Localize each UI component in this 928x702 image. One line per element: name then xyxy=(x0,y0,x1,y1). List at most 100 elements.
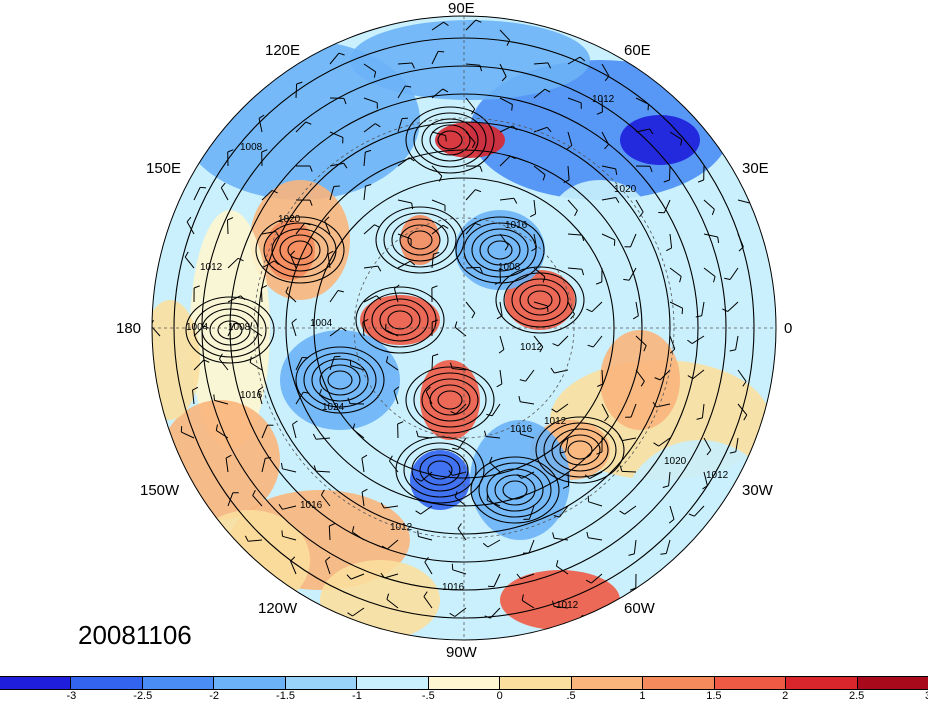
wind-barb xyxy=(567,165,570,181)
wind-barb xyxy=(465,266,481,269)
wind-barb-feather xyxy=(291,318,297,323)
wind-barb-feather xyxy=(337,290,344,293)
pressure-contour xyxy=(421,378,479,422)
lon-label-120W: 120W xyxy=(258,600,298,617)
pressure-contour xyxy=(303,352,377,408)
contour-value-label: 1004 xyxy=(310,318,333,329)
colorbar-box xyxy=(0,677,72,689)
wind-barb-feather xyxy=(595,281,602,285)
wind-barb-feather xyxy=(562,485,569,489)
colorbar-box xyxy=(142,677,215,689)
wind-barb-feather xyxy=(652,401,657,408)
wind-barb xyxy=(184,256,195,269)
lon-label-180: 180 xyxy=(116,320,142,337)
pressure-contour xyxy=(279,234,321,266)
wind-barb-feather xyxy=(687,339,693,345)
wind-barb-feather xyxy=(381,545,388,550)
lon-label-150E: 150E xyxy=(146,160,182,177)
wind-barb xyxy=(567,301,575,315)
wind-barb xyxy=(465,97,476,110)
wind-barb-feather xyxy=(424,556,429,563)
wind-barb xyxy=(557,335,569,347)
wind-barb xyxy=(282,505,297,510)
wind-barb-feather xyxy=(619,510,625,515)
wind-barb-feather xyxy=(385,323,387,330)
wind-barb xyxy=(520,573,535,580)
wind-barb xyxy=(219,358,229,371)
colorbar xyxy=(0,676,928,690)
wind-barb xyxy=(499,155,511,167)
wind-barb-feather xyxy=(376,295,382,301)
wind-barb xyxy=(227,219,229,235)
colorbar-tick-label: .5 xyxy=(566,690,576,702)
wind-barb xyxy=(621,470,637,473)
wind-barb-feather xyxy=(325,556,331,562)
pressure-contour xyxy=(478,462,552,518)
wind-barb-feather xyxy=(225,454,232,459)
wind-barb-feather xyxy=(457,523,462,529)
wind-barb-feather xyxy=(729,349,736,352)
wind-barb-feather xyxy=(454,491,458,498)
wind-barb xyxy=(321,494,331,507)
wind-barb xyxy=(499,125,513,133)
wind-barb xyxy=(703,199,715,210)
wind-barb-feather xyxy=(244,535,249,542)
anomaly-patch xyxy=(360,295,440,345)
wind-barb xyxy=(624,505,637,515)
wind-barb-feather xyxy=(261,149,268,153)
wind-barb-feather xyxy=(539,346,544,353)
wind-barb xyxy=(493,573,501,587)
wind-barb-feather xyxy=(587,344,594,348)
wind-barb xyxy=(295,121,307,133)
wind-barb xyxy=(329,131,344,138)
wind-barb xyxy=(363,186,366,201)
wind-barb-feather xyxy=(604,144,609,150)
wind-barb xyxy=(363,63,376,73)
wind-barb-feather xyxy=(312,433,317,440)
wind-barb-feather xyxy=(377,265,382,272)
wind-barb xyxy=(669,131,683,141)
pressure-contour xyxy=(255,216,345,284)
wind-barb xyxy=(669,267,682,277)
lon-label-30E: 30E xyxy=(742,160,769,177)
wind-barb xyxy=(431,51,439,65)
wind-barb xyxy=(452,569,467,575)
wind-barb-feather xyxy=(649,128,654,135)
wind-barb xyxy=(635,199,644,213)
wind-barb-feather xyxy=(702,485,708,490)
contour-value-label: 1004 xyxy=(186,322,209,333)
wind-barb-feather xyxy=(566,145,573,150)
wind-barb xyxy=(261,424,268,439)
colorbar-tick-label: 0 xyxy=(496,690,503,702)
wind-barb xyxy=(491,403,501,416)
wind-barb xyxy=(635,369,645,382)
wind-barb xyxy=(601,165,616,170)
wind-barb-feather xyxy=(347,612,353,617)
wind-barb xyxy=(703,267,716,277)
wind-barb xyxy=(258,118,263,133)
wind-barb xyxy=(592,335,603,348)
wind-barb-feather xyxy=(346,574,352,580)
anomaly-patch xyxy=(620,440,776,600)
wind-barb xyxy=(521,599,535,609)
pressure-contour xyxy=(470,456,560,524)
wind-barb-feather xyxy=(579,56,586,62)
pressure-contour xyxy=(371,298,429,342)
wind-barb-feather xyxy=(479,165,483,172)
wind-barb xyxy=(635,97,649,105)
wind-barb-feather xyxy=(192,386,199,391)
wind-barb xyxy=(701,403,705,418)
wind-barb xyxy=(216,429,229,439)
wind-barb xyxy=(499,29,510,41)
contour-value-label: 1012 xyxy=(592,94,615,105)
wind-barb-feather xyxy=(494,281,501,285)
wind-barb xyxy=(363,152,366,167)
wind-barb xyxy=(499,97,513,105)
wind-barb-feather xyxy=(639,211,644,218)
contour-value-label: 1012 xyxy=(706,470,729,481)
wind-barb-feather xyxy=(203,359,210,363)
wind-barb-feather xyxy=(393,386,400,391)
wind-barb-feather xyxy=(409,157,415,162)
wind-barb-feather xyxy=(512,125,518,131)
